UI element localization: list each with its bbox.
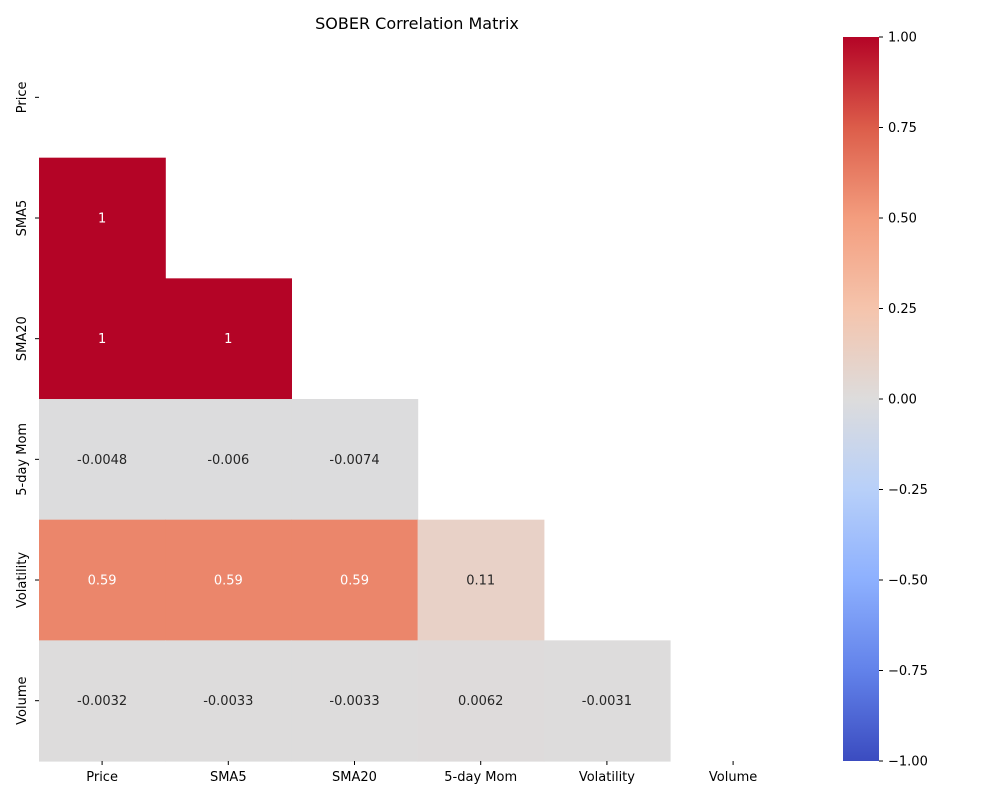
y-tick-label: 5-day Mom	[15, 423, 30, 496]
x-tick-label: SMA20	[332, 770, 377, 785]
colorbar-tick-label: 0.00	[888, 393, 917, 408]
cell-value-label: 0.59	[340, 574, 369, 589]
heatmap-cell	[39, 278, 166, 400]
colorbar-tick-label: −0.50	[888, 574, 928, 589]
y-tick-label: SMA20	[15, 316, 30, 361]
cell-value-label: 1	[224, 332, 232, 347]
cell-value-label: -0.0032	[77, 694, 127, 709]
cell-value-label: 0.11	[466, 574, 495, 589]
cell-value-label: -0.0033	[329, 694, 379, 709]
colorbar-tick-label: −1.00	[888, 755, 928, 770]
colorbar-tick-label: 0.75	[888, 121, 917, 136]
x-tick-label: Price	[86, 770, 118, 785]
cell-value-label: 1	[98, 332, 106, 347]
heatmap-cell	[165, 399, 292, 521]
cell-value-label: -0.0031	[582, 694, 632, 709]
heatmap-cell	[543, 640, 671, 762]
heatmap-cell	[39, 399, 166, 521]
cell-value-label: -0.0074	[329, 453, 379, 468]
y-tick-label: Price	[15, 81, 30, 113]
colorbar-tick-label: 0.25	[888, 302, 917, 317]
heatmap-cell	[39, 519, 166, 641]
heatmap-cell	[291, 519, 419, 641]
colorbar-tick-label: 0.50	[888, 212, 917, 227]
cell-value-label: -0.006	[207, 453, 249, 468]
x-tick-label: Volatility	[579, 770, 635, 785]
heatmap-cell	[39, 157, 166, 279]
cell-value-label: -0.0048	[77, 453, 127, 468]
colorbar-tick-label: −0.75	[888, 664, 928, 679]
chart-title: SOBER Correlation Matrix	[315, 14, 519, 33]
heatmap-cell	[165, 640, 292, 762]
colorbar	[843, 37, 879, 761]
cell-value-label: 0.59	[214, 574, 243, 589]
x-tick-label: 5-day Mom	[444, 770, 517, 785]
heatmap-cell	[165, 519, 292, 641]
y-tick-label: SMA5	[15, 200, 30, 237]
heatmap-cell	[417, 640, 545, 762]
heatmap-cell	[417, 519, 545, 641]
colorbar-tick-label: −0.25	[888, 483, 928, 498]
y-tick-label: Volume	[15, 677, 30, 725]
x-tick-label: SMA5	[210, 770, 247, 785]
heatmap-cell	[291, 640, 419, 762]
cell-value-label: -0.0033	[203, 694, 253, 709]
colorbar-tick-label: 1.00	[888, 31, 917, 46]
cell-value-label: 1	[98, 212, 106, 227]
x-tick-label: Volume	[709, 770, 757, 785]
heatmap-cell	[39, 640, 166, 762]
cell-value-label: 0.0062	[458, 694, 504, 709]
heatmap-cell	[291, 399, 419, 521]
y-tick-label: Volatility	[15, 552, 30, 608]
cell-value-label: 0.59	[88, 574, 117, 589]
heatmap-cell	[165, 278, 292, 400]
